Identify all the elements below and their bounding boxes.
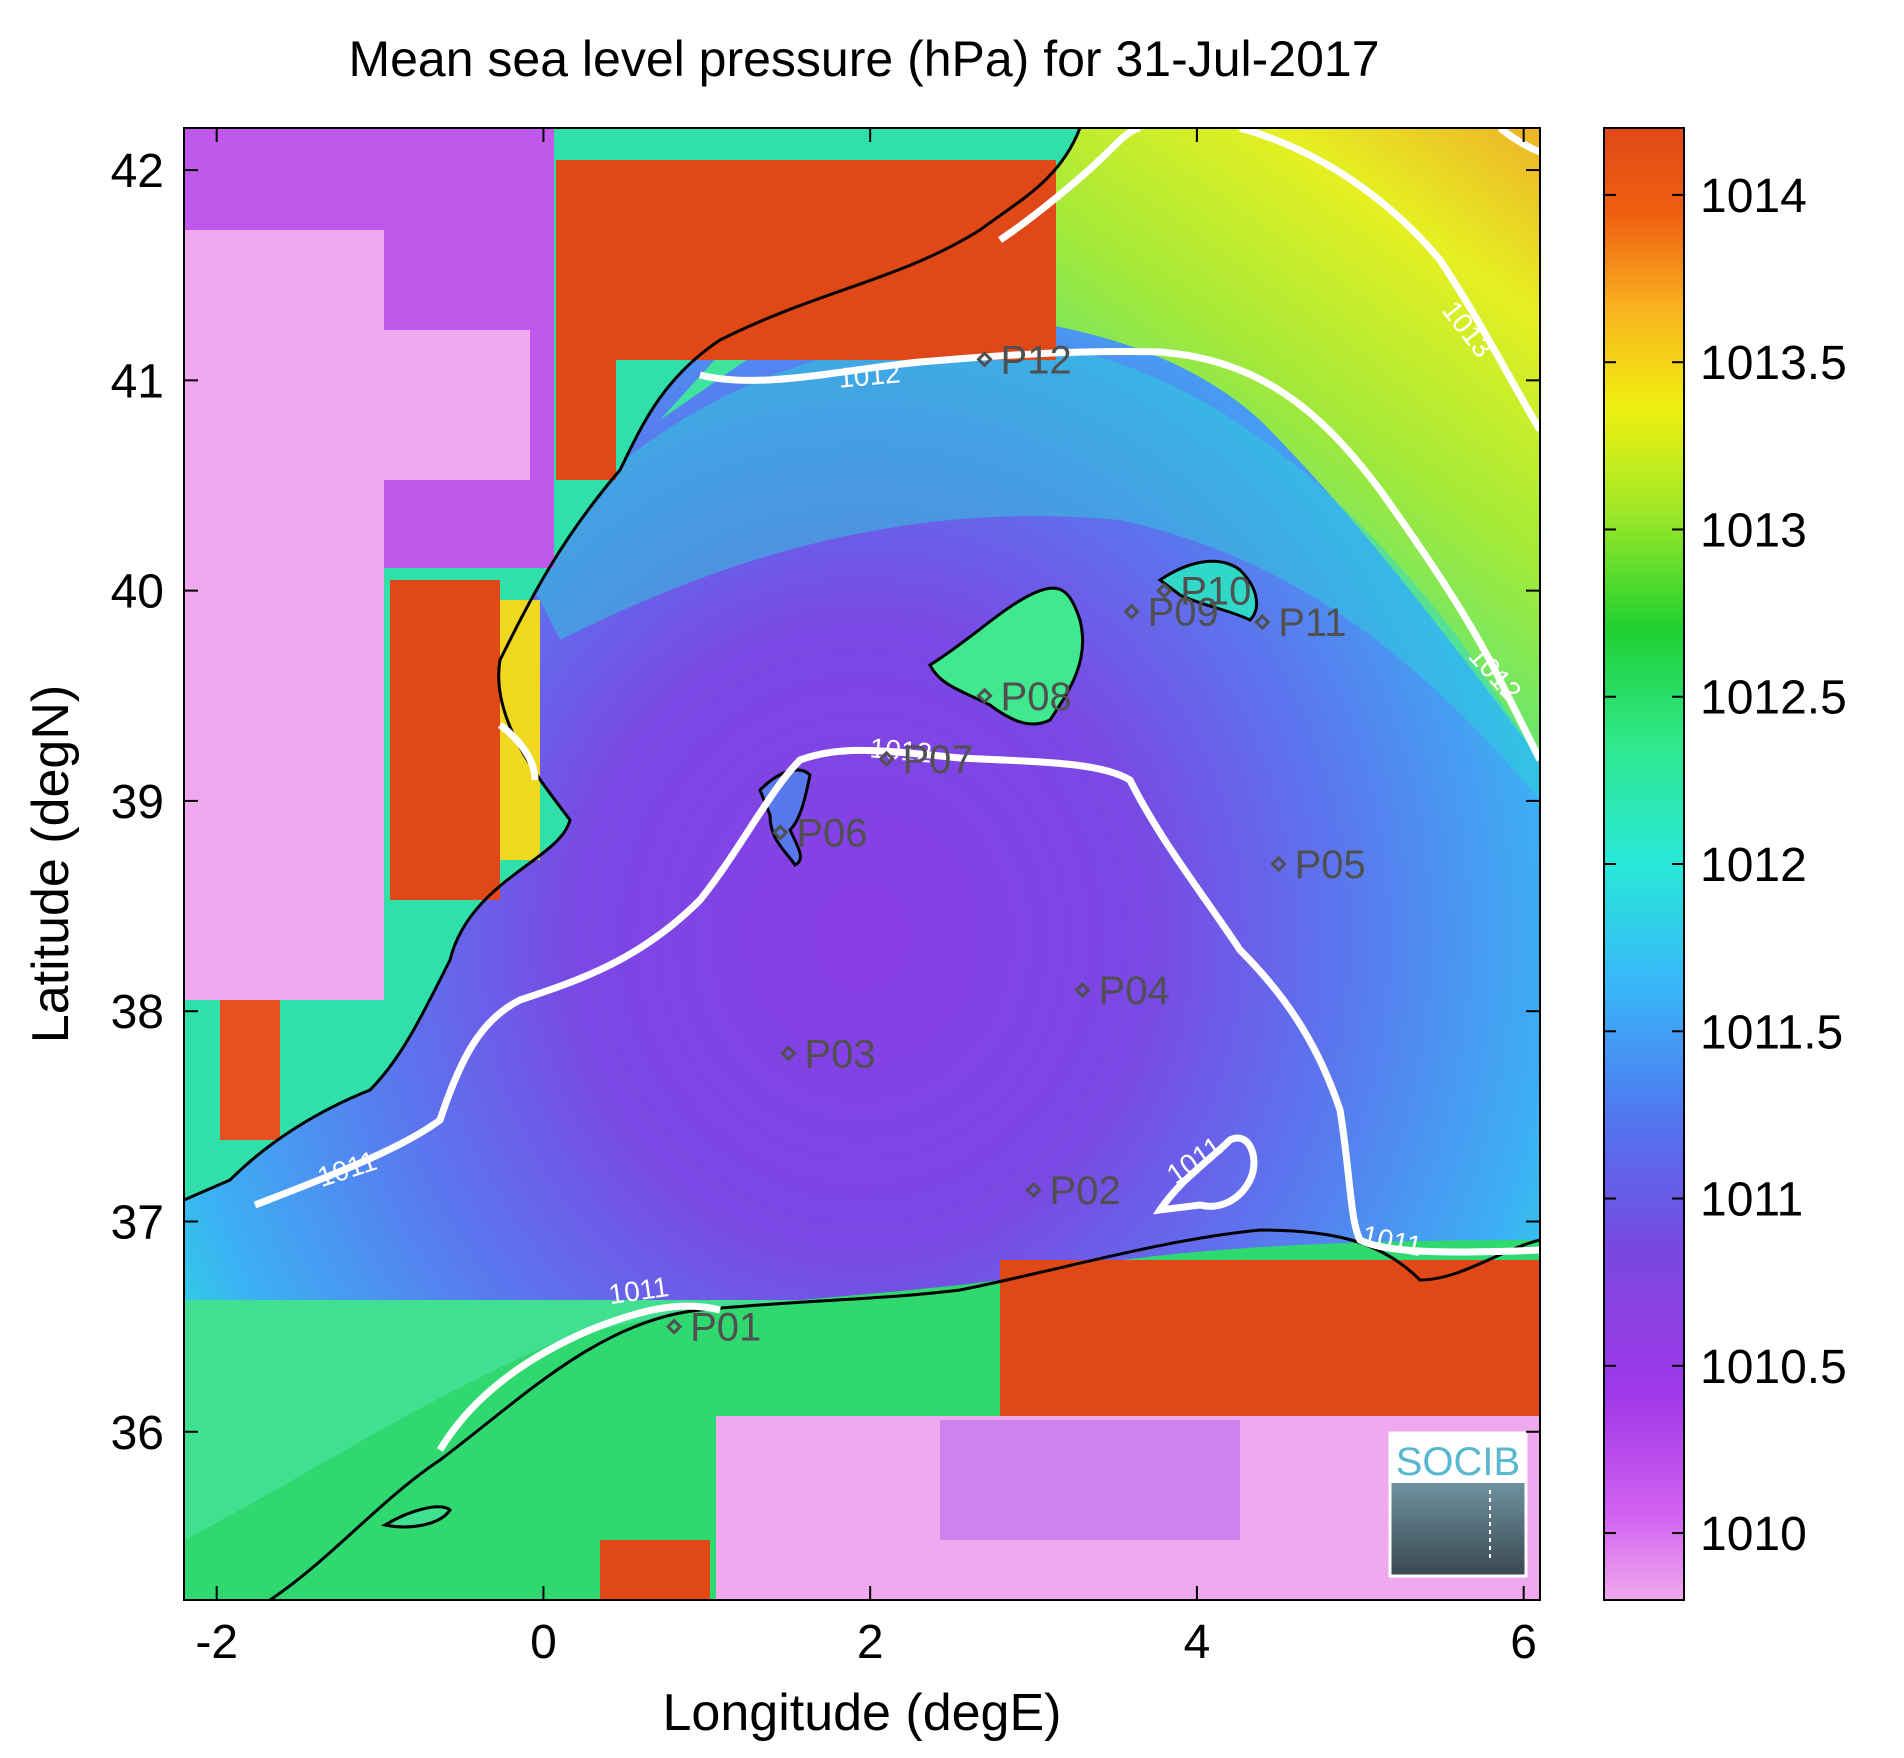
station-label: P05 bbox=[1295, 843, 1366, 887]
station-point: P07 bbox=[878, 738, 974, 782]
station-label: P03 bbox=[804, 1032, 875, 1076]
coastline-iberia bbox=[184, 128, 1082, 1202]
colorbar-tick-label: 1010 bbox=[1700, 1508, 1807, 1561]
station-marker bbox=[1270, 855, 1287, 873]
contour-1012-north bbox=[998, 128, 1141, 243]
land-orange-sw bbox=[220, 1000, 280, 1140]
x-tick-label: 2 bbox=[857, 1616, 884, 1669]
station-label: P06 bbox=[796, 811, 867, 855]
station-point: P06 bbox=[772, 811, 867, 855]
socib-logo-text: SOCIB bbox=[1396, 1440, 1520, 1484]
station-point: P12 bbox=[976, 338, 1072, 382]
contour-1013 bbox=[1239, 128, 1540, 432]
x-tick-label: 6 bbox=[1510, 1616, 1537, 1669]
colorbar-tick-label: 1011 bbox=[1700, 1174, 1803, 1227]
station-marker bbox=[1254, 614, 1271, 631]
colorbar-tick-label: 1012 bbox=[1700, 839, 1807, 892]
station-label: P02 bbox=[1050, 1169, 1121, 1213]
colorbar-tick-label: 1012.5 bbox=[1700, 672, 1847, 725]
island-menorca bbox=[1157, 559, 1259, 622]
chart-title: Mean sea level pressure (hPa) for 31-Jul… bbox=[348, 31, 1379, 87]
island-alboran bbox=[380, 1505, 453, 1529]
africa-land-orange bbox=[1000, 1260, 1540, 1416]
station-marker bbox=[976, 687, 993, 704]
contour-1011-main bbox=[253, 746, 1540, 1256]
land-orange-mid bbox=[390, 580, 500, 900]
y-tick-label: 42 bbox=[111, 145, 164, 198]
station-point: P02 bbox=[1025, 1169, 1121, 1213]
station-marker bbox=[976, 351, 993, 368]
colorbar-tick-label: 1011.5 bbox=[1700, 1006, 1843, 1059]
plot-area: 1011 1011 1011 1011 1012 1012 1012 1013 … bbox=[184, 128, 1540, 1600]
station-marker bbox=[780, 1045, 797, 1062]
africa-land-orange-sw bbox=[600, 1540, 710, 1600]
station-marker bbox=[1156, 582, 1173, 599]
station-marker bbox=[772, 824, 789, 841]
station-label: P01 bbox=[690, 1306, 761, 1350]
y-tick-label: 38 bbox=[111, 986, 164, 1039]
colorbar-tick-label: 1013 bbox=[1700, 504, 1807, 557]
station-point: P01 bbox=[665, 1306, 761, 1350]
station-label: P10 bbox=[1180, 570, 1251, 614]
station-point: P10 bbox=[1156, 570, 1251, 614]
colorbar-tick-label: 1014 bbox=[1700, 170, 1807, 223]
station-point: P08 bbox=[976, 675, 1072, 719]
station-label: P11 bbox=[1278, 601, 1346, 645]
contour-1011-blob bbox=[1152, 1134, 1258, 1215]
contour-label: 1012 bbox=[837, 357, 902, 393]
y-tick-label: 41 bbox=[111, 355, 164, 408]
contour-1011-south bbox=[436, 1302, 721, 1452]
colorbar-tick-label: 1013.5 bbox=[1700, 337, 1847, 390]
contour-1012 bbox=[699, 348, 1540, 762]
station-point: P09 bbox=[1123, 591, 1219, 635]
station-marker bbox=[665, 1318, 683, 1335]
station-label: P04 bbox=[1099, 969, 1170, 1013]
y-axis-label: Latitude (degN) bbox=[22, 685, 80, 1043]
colorbar-ticks: 1014 1013.5 1013 1012.5 1012 1011.5 1011 1010.5… bbox=[1604, 170, 1847, 1561]
socib-logo: SOCIB bbox=[1388, 1431, 1528, 1578]
station-point: P03 bbox=[780, 1032, 876, 1076]
station-label: P08 bbox=[1001, 675, 1072, 719]
station-label: P07 bbox=[903, 738, 974, 782]
station-marker bbox=[878, 750, 895, 767]
contour-1011-west bbox=[497, 722, 539, 781]
colorbar: 1014 1013.5 1013 1012.5 1012 1011.5 1011 1010.5… bbox=[1603, 127, 1847, 1601]
x-tick-label: -2 bbox=[195, 1616, 238, 1669]
station-point: P05 bbox=[1270, 843, 1366, 887]
station-label: P12 bbox=[1001, 338, 1072, 382]
land-pink-north bbox=[220, 330, 530, 480]
y-tick-label: 36 bbox=[111, 1407, 164, 1460]
contour-label: 1012 bbox=[868, 732, 933, 768]
station-point: P11 bbox=[1254, 601, 1346, 645]
land-orange-ne bbox=[556, 160, 1056, 360]
station-point: P04 bbox=[1074, 969, 1170, 1013]
axes-frame bbox=[183, 127, 1541, 1601]
station-label: P09 bbox=[1148, 591, 1219, 635]
x-tick-label: 0 bbox=[530, 1616, 557, 1669]
x-axis-label: Longitude (degE) bbox=[663, 1684, 1062, 1742]
x-tick-label: 4 bbox=[1184, 1616, 1211, 1669]
station-marker bbox=[1074, 982, 1091, 999]
y-tick-label: 40 bbox=[111, 566, 164, 619]
contour-1013-ne bbox=[1497, 128, 1540, 156]
station-marker bbox=[1025, 1181, 1042, 1199]
africa-land-purple bbox=[940, 1420, 1240, 1540]
x-axis: -2 0 2 4 6 bbox=[195, 128, 1537, 1669]
y-axis: 42 41 40 39 38 37 36 bbox=[111, 145, 1540, 1460]
y-tick-label: 39 bbox=[111, 776, 164, 829]
colorbar-tick-label: 1010.5 bbox=[1700, 1341, 1847, 1394]
colorbar-gradient bbox=[1603, 127, 1685, 1601]
north-sea-band bbox=[520, 339, 1540, 800]
coastline-africa bbox=[269, 1228, 1540, 1600]
y-tick-label: 37 bbox=[111, 1196, 164, 1249]
station-marker bbox=[1123, 603, 1140, 620]
land-orange-e bbox=[556, 360, 616, 480]
island-mallorca bbox=[928, 586, 1085, 726]
